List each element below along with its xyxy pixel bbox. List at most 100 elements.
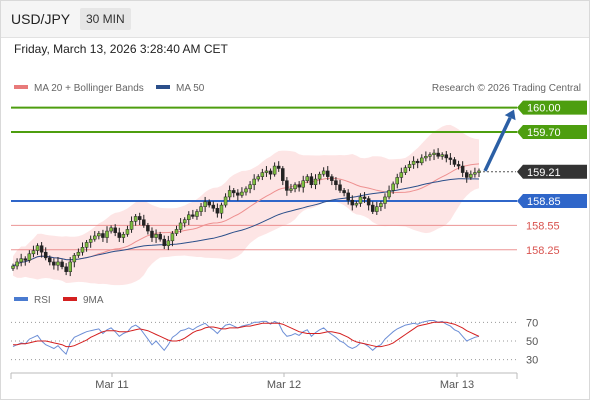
candle-down xyxy=(370,204,375,212)
candle-down xyxy=(60,261,64,268)
candle-down xyxy=(142,219,146,226)
x-ticks: Mar 11 Mar 12 Mar 13 xyxy=(95,373,474,391)
forecast-arrow-shaft xyxy=(483,116,512,172)
candle-down xyxy=(52,261,56,266)
candle-down xyxy=(215,208,220,214)
candle-up xyxy=(313,178,318,185)
candle-down xyxy=(456,164,461,167)
legend-ma-bb-swatch xyxy=(14,85,28,89)
candle-down xyxy=(268,170,273,175)
candle-up xyxy=(182,219,187,224)
candle-up xyxy=(84,242,89,248)
candle-up xyxy=(477,170,481,173)
candle-down xyxy=(460,165,465,173)
candle-up xyxy=(256,176,261,180)
candle-up xyxy=(440,154,444,157)
candle-down xyxy=(158,234,162,240)
candle-up xyxy=(321,170,326,175)
rsi-tick-70: 70 xyxy=(526,317,538,329)
candle-down xyxy=(211,204,216,209)
candle-down xyxy=(366,198,371,206)
candle-up xyxy=(68,261,72,272)
credit-text: Research © 2026 Trading Central xyxy=(432,83,581,94)
candle-down xyxy=(150,230,154,238)
level-label-158.85: 158.85 xyxy=(527,196,561,208)
legend-rsi-label: RSI xyxy=(34,295,51,306)
candle-down xyxy=(334,180,338,185)
candle-down xyxy=(448,157,453,160)
candle-up xyxy=(56,261,60,266)
level-label-160.00: 160.00 xyxy=(527,103,561,115)
candle-up xyxy=(195,211,199,217)
level-box-160.00 xyxy=(517,100,587,115)
candle-up xyxy=(76,251,81,256)
rsi-panel: 70 50 30 xyxy=(11,317,538,367)
candle-down xyxy=(452,159,457,165)
candle-up xyxy=(379,203,383,207)
candle-up xyxy=(72,255,77,263)
x-tick-label: Mar 11 xyxy=(95,379,128,391)
candle-up xyxy=(264,170,269,173)
candle-up xyxy=(293,184,297,190)
bollinger-band xyxy=(13,124,479,286)
candle-down xyxy=(285,180,289,191)
candle-down xyxy=(207,201,211,206)
header-bar: USD/JPY 30 MIN xyxy=(1,1,589,38)
level-box-159.21 xyxy=(517,164,587,179)
candle-down xyxy=(39,245,44,253)
candle-up xyxy=(199,206,203,212)
candle-up xyxy=(31,250,36,255)
candle-up xyxy=(305,176,310,181)
candle-down xyxy=(113,227,117,233)
candle-up xyxy=(317,173,322,180)
rsi-9ma-line xyxy=(13,321,480,348)
candle-down xyxy=(362,196,367,199)
candle-up xyxy=(260,172,265,177)
candle-up xyxy=(35,245,40,251)
legend-rsi-swatch xyxy=(14,297,28,301)
level-lines xyxy=(11,106,517,251)
candle-up xyxy=(375,206,379,212)
ma50-line xyxy=(12,178,480,267)
level-box-158.85 xyxy=(517,194,587,208)
x-tick-label: Mar 13 xyxy=(440,379,474,391)
candle-up xyxy=(395,177,399,185)
timeframe-badge[interactable]: 30 MIN xyxy=(80,8,131,30)
candle-up xyxy=(354,203,359,206)
candle-up xyxy=(97,233,101,237)
candle-up xyxy=(272,165,277,175)
level-label-158.55: 158.55 xyxy=(526,220,560,232)
legend-ma-bb-label: MA 20 + Bollinger Bands xyxy=(34,83,144,94)
candles xyxy=(11,148,481,277)
candle-up xyxy=(133,216,138,222)
candle-down xyxy=(281,168,285,181)
level-label-158.25: 158.25 xyxy=(526,245,560,257)
candle-up xyxy=(240,191,244,196)
moving-averages xyxy=(12,163,480,267)
forecast-arrow-head xyxy=(504,109,516,121)
candle-up xyxy=(19,258,23,263)
legend-9ma-swatch xyxy=(63,297,77,301)
candle-up xyxy=(358,196,363,204)
candle-up xyxy=(154,234,158,238)
candle-down xyxy=(137,216,142,220)
candle-up xyxy=(80,247,85,253)
candle-down xyxy=(350,199,355,206)
candle-up xyxy=(121,234,126,238)
level-labels: 160.00 159.70 159.21 158.85 158.55 158.25 xyxy=(517,100,587,257)
timestamp: Friday, March 13, 2026 3:28:40 AM CET xyxy=(14,42,228,56)
level-box-159.70 xyxy=(517,124,587,139)
candle-up xyxy=(27,253,32,261)
candle-up xyxy=(383,196,387,204)
candle-up xyxy=(166,240,171,246)
rsi-line xyxy=(12,320,480,355)
candle-down xyxy=(101,233,105,238)
candle-down xyxy=(231,190,236,194)
candle-up xyxy=(469,173,473,178)
candle-up xyxy=(252,178,256,185)
candle-up xyxy=(289,188,293,191)
candle-down xyxy=(415,160,420,164)
candle-up xyxy=(11,265,15,269)
candle-up xyxy=(174,229,179,234)
